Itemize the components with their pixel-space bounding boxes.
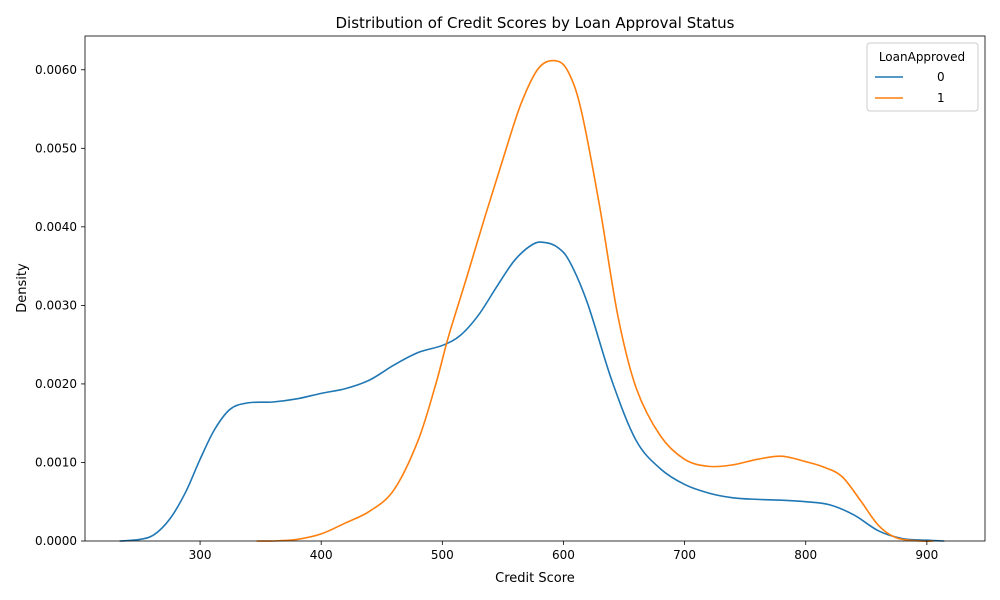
legend-box (866, 42, 979, 112)
y-axis: 0.0000 0.0010 0.0020 0.0030 0.0040 0.0050 0.00… (35, 63, 85, 548)
plot-frame (84, 35, 986, 542)
y-tick-label: 0.0010 (35, 455, 77, 469)
legend-label-1: 1 (937, 91, 945, 105)
x-tick-label: 700 (673, 548, 696, 562)
legend-title: LoanApproved (879, 50, 965, 64)
series-line-0 (119, 241, 945, 542)
y-tick-label: 0.0050 (35, 141, 77, 155)
y-axis-label: Density (15, 263, 30, 313)
y-tick-label: 0.0020 (35, 377, 77, 391)
legend-entries: 01 (875, 70, 945, 105)
x-tick-label: 800 (794, 548, 817, 562)
x-tick-label: 300 (189, 548, 212, 562)
x-tick-label: 600 (552, 548, 575, 562)
y-tick-label: 0.0060 (35, 63, 77, 77)
legend-label-0: 0 (937, 70, 945, 84)
x-tick-label: 500 (431, 548, 454, 562)
series-layer (119, 59, 945, 543)
y-tick-label: 0.0030 (35, 298, 77, 312)
x-axis-label: Credit Score (495, 571, 575, 586)
x-tick-label: 900 (915, 548, 938, 562)
x-axis: 300 400 500 600 700 800 900 (189, 541, 938, 562)
series-line-1 (256, 59, 934, 543)
chart-title: Distribution of Credit Scores by Loan Ap… (335, 14, 734, 32)
plot-area (84, 35, 986, 543)
legend: LoanApproved 01 (866, 42, 979, 112)
y-tick-label: 0.0000 (35, 534, 77, 548)
y-tick-label: 0.0040 (35, 220, 77, 234)
x-tick-label: 400 (310, 548, 333, 562)
